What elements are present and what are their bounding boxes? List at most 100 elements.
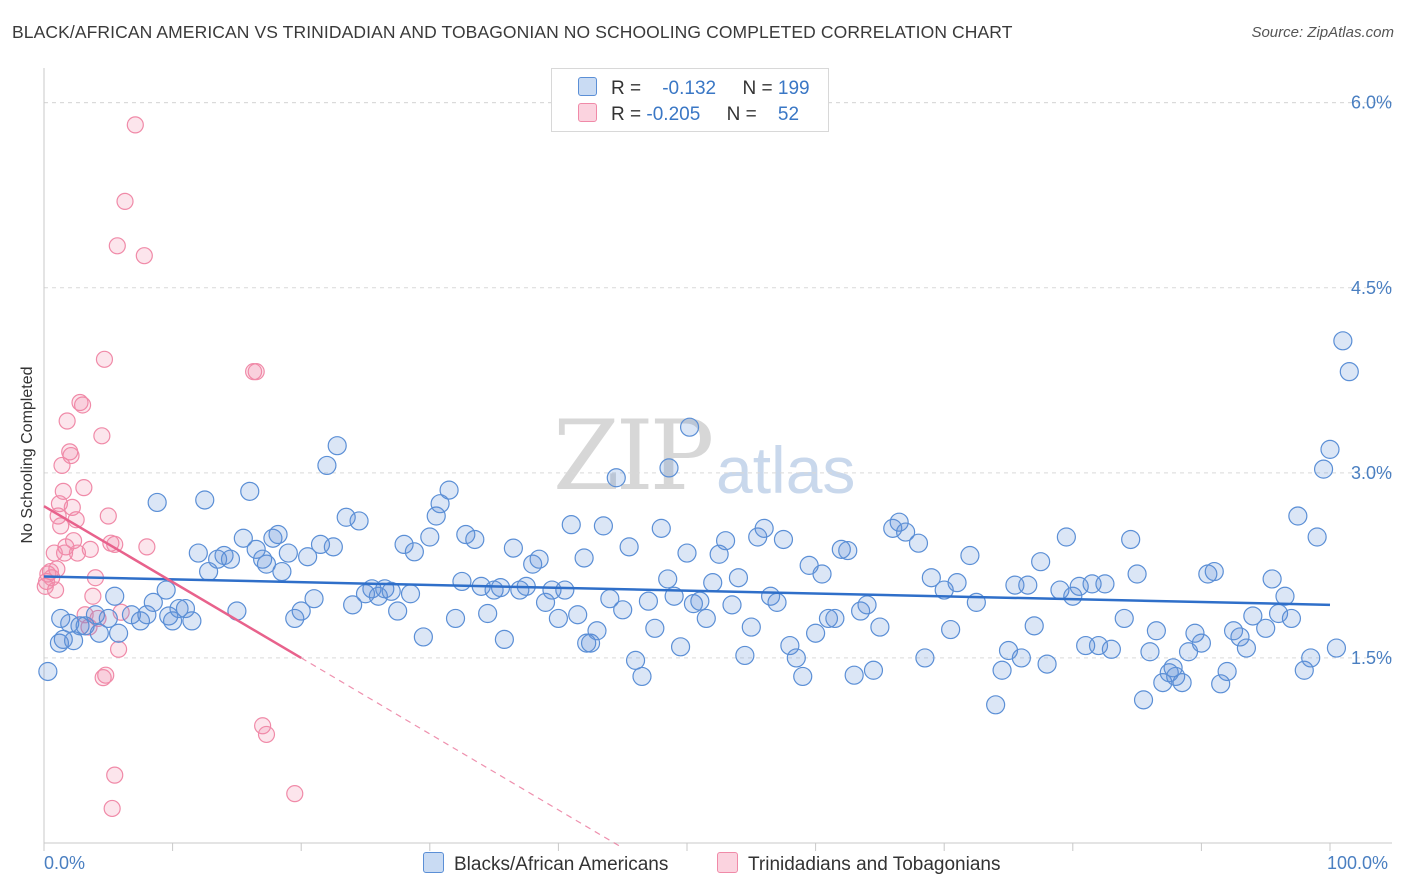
watermark-atlas: atlas [716,433,856,507]
legend-swatch-blue [578,77,597,96]
blue-point [786,648,806,668]
pink-point [286,785,304,803]
trend-layer [43,505,1331,849]
blue-point [773,529,794,550]
blue-point [503,538,523,558]
blue-point [404,542,424,562]
blue-point [735,645,755,666]
blue-point [220,549,241,569]
blue-point [268,524,288,545]
bottom-legend-blue[interactable]: Blacks/African Americans [423,852,668,876]
trend-line-blue [43,575,1331,607]
blue-point [413,627,433,647]
blue-point [863,660,884,680]
bottom-legend-label-pink: Trinidadians and Tobagonians [748,854,1001,875]
blue-point [679,417,700,437]
blue-point [1211,674,1231,694]
blue-point [645,618,665,638]
blue-point [304,589,324,609]
blue-point [175,598,196,619]
blue-point [182,611,202,631]
blue-point [1204,561,1224,582]
blue-point [625,650,646,670]
blue-point [722,595,742,615]
blue-point [1037,654,1057,674]
blue-point [400,584,421,604]
blue-point [831,539,851,559]
pink-point [71,393,89,412]
blue-point [51,608,71,629]
blue-point [1313,459,1334,479]
blue-point [593,516,614,536]
blue-point [98,608,118,629]
blue-point [137,605,157,625]
pink-point [138,538,156,556]
legend-n-label: N = [726,104,757,125]
blue-point [323,537,343,557]
blue-point [298,547,318,567]
bottom-legend-swatch-blue [423,852,444,873]
pink-point [108,237,126,255]
legend-r-label: R = [611,78,642,99]
blue-point [1301,648,1321,668]
blue-point [156,580,176,600]
blue-point [619,537,639,557]
blue-point [767,592,787,612]
y-tick-label: 4.5% [1351,278,1392,298]
y-axis-label: No Schooling Completed [19,366,36,544]
blue-point [715,531,736,551]
blue-point [70,616,90,636]
blue-point [613,600,633,620]
blue-point [1127,564,1147,584]
bottom-legend-pink[interactable]: Trinidadians and Tobagonians [717,852,1000,876]
blue-point [1031,552,1051,572]
blue-point [368,586,388,606]
blue-point [677,543,697,563]
blue-point [947,573,967,593]
x-tick-min: 0.0% [44,853,86,873]
grid-layer [44,102,1392,659]
blue-point [529,549,549,569]
blue-point [465,529,485,550]
pink-point [48,560,66,578]
pink-point [52,517,70,535]
blue-point [889,512,909,532]
blue-point [233,528,253,548]
blue-point [896,522,916,542]
pink-point [247,363,265,381]
pink-point [73,396,92,414]
blue-point [523,554,543,574]
blue-point [580,633,601,653]
blue-point [1256,618,1276,638]
pink-point [99,507,117,525]
y-tick-label: 3.0% [1351,463,1392,483]
blue-point [838,540,858,561]
blue-point [844,665,864,685]
blue-point [651,518,671,538]
blue-point [1307,527,1327,547]
blue-point [548,608,569,629]
pink-point [95,350,114,368]
blue-point [857,595,877,615]
blue-point [388,601,408,621]
legend-n-value-pink: 52 [777,104,800,125]
blue-point [1320,439,1340,459]
pink-point [257,725,276,744]
pink-point [68,544,87,562]
blue-point [494,629,514,650]
pink-point [84,587,102,605]
blue-point [1288,506,1308,526]
pink-point [55,544,74,562]
blue-point [728,568,749,588]
blue-point [246,539,266,559]
blue-point [1114,608,1134,629]
blue-point [921,568,941,588]
legend-r-label: R = [611,104,642,125]
blue-point [986,695,1006,715]
blue-point [1140,642,1160,662]
bottom-legend-swatch-pink [717,852,738,873]
blue-point [1011,648,1031,668]
legend-row-pink: R = -0.205 N = 52 [578,103,799,127]
blue-point [343,595,363,615]
